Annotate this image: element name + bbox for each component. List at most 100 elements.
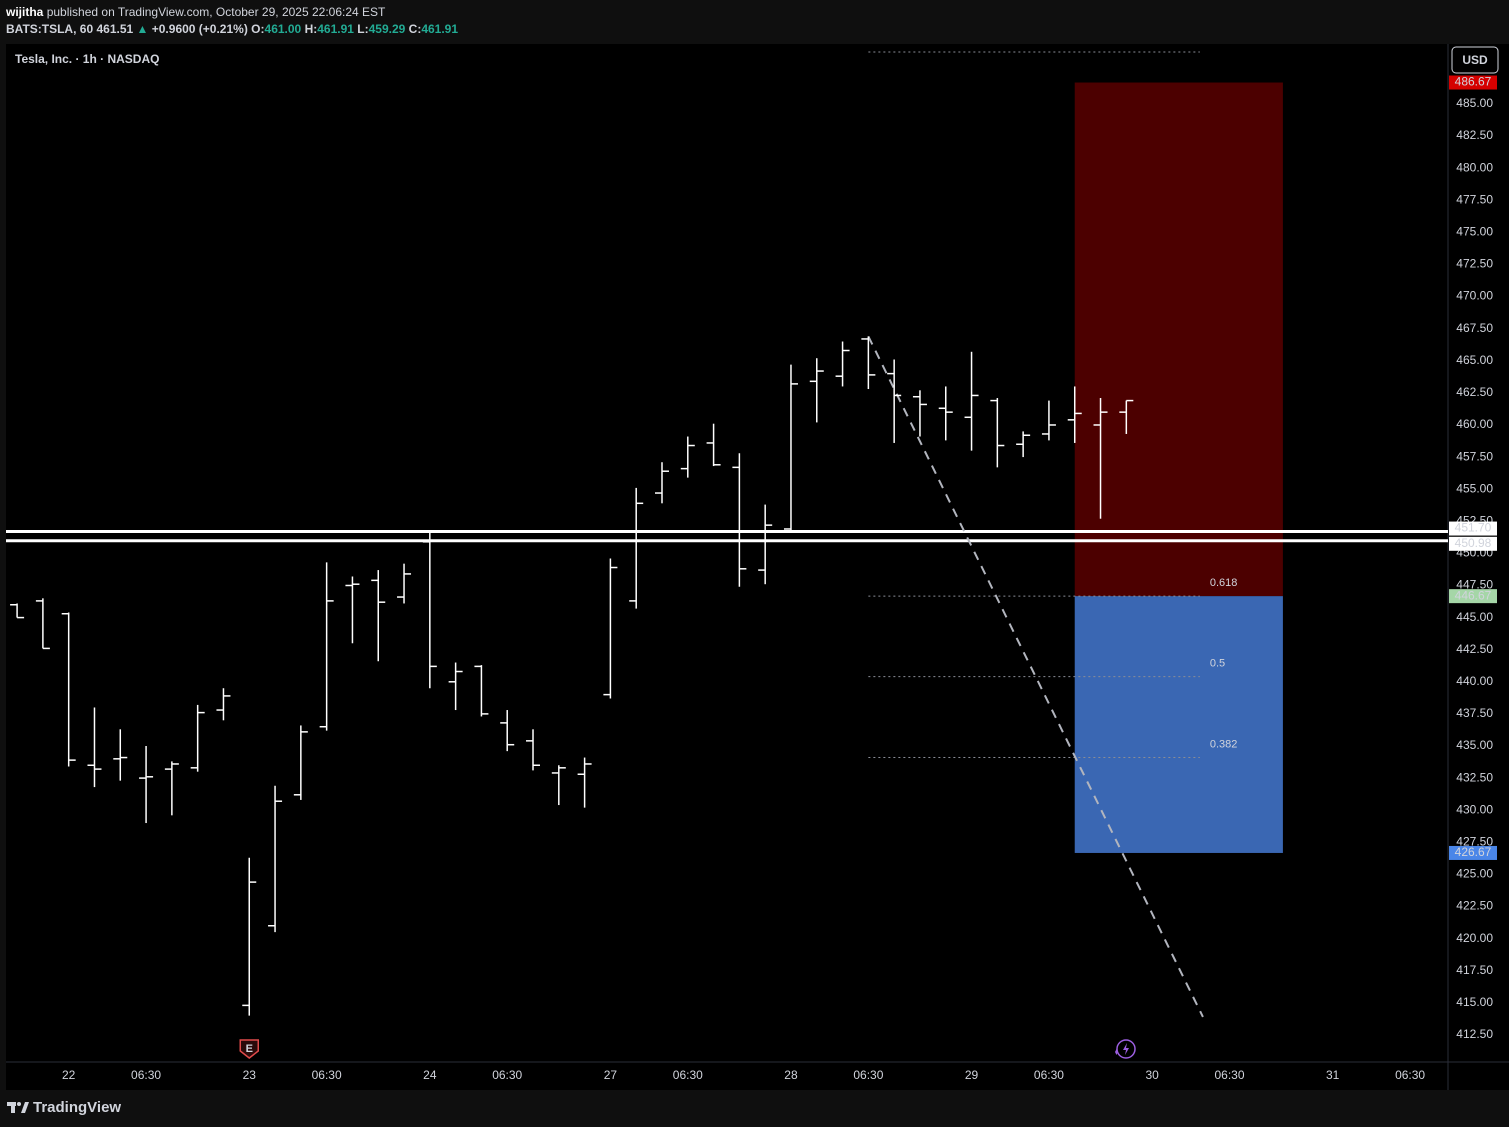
c-label: C: (408, 22, 422, 36)
ohlc-bar (216, 688, 231, 721)
x-tick-label: 06:30 (492, 1068, 522, 1082)
brand: TradingView (33, 1099, 121, 1116)
x-tick-label: 24 (423, 1068, 437, 1082)
x-tick-label: 06:30 (131, 1068, 161, 1082)
high: 461.91 (317, 22, 354, 36)
ohlc-bar (783, 364, 798, 532)
ohlc-bar (371, 570, 386, 662)
y-tick-label: 417.50 (1456, 963, 1493, 977)
ohlc-bar (938, 386, 953, 441)
y-tick-label: 442.50 (1456, 642, 1493, 656)
ohlc-bar (603, 558, 618, 699)
ohlc-bar (345, 576, 360, 644)
x-tick-label: 06:30 (673, 1068, 703, 1082)
y-tick-label: 477.50 (1456, 192, 1493, 206)
ohlc-bar (190, 704, 205, 772)
y-tick-label: 457.50 (1456, 449, 1493, 463)
ohlc-bar (10, 603, 25, 619)
stop-zone (1074, 82, 1283, 597)
ohlc-bar (732, 453, 747, 587)
currency[interactable]: USD (1462, 53, 1488, 67)
ohlc-bar (809, 358, 824, 423)
ohlc-bar (861, 336, 876, 390)
earnings-label: E (246, 1043, 253, 1055)
y-tick-label: 425.00 (1456, 867, 1493, 881)
l-label: L: (357, 22, 369, 36)
ohlc-bar (1093, 398, 1108, 519)
ohlc-bar (293, 725, 308, 800)
ohlc-bar (164, 761, 179, 816)
x-tick-label: 06:30 (312, 1068, 342, 1082)
y-tick-label: 427.50 (1456, 834, 1493, 848)
ohlc-bar (1016, 431, 1031, 458)
arrow: ▲ (136, 22, 149, 36)
chart-bg (6, 44, 1509, 1090)
ohlc-bar (964, 351, 979, 451)
last: 461.51 (96, 22, 134, 36)
y-tick-label: 480.00 (1456, 160, 1493, 174)
ohlc-bar (139, 745, 154, 824)
open: 461.00 (264, 22, 302, 36)
ohlc-bar (397, 563, 412, 604)
y-tick-label: 437.50 (1456, 706, 1493, 720)
header: wijitha published on TradingView.com, Oc… (6, 4, 458, 38)
ohlc-bar (577, 757, 592, 808)
ohlc-bar (474, 665, 489, 717)
y-tick-label: 470.00 (1456, 289, 1493, 303)
x-tick-label: 23 (243, 1068, 257, 1082)
ohlc-bar (113, 729, 128, 781)
y-tick-label: 462.50 (1456, 385, 1493, 399)
ohlc-bar (706, 423, 721, 467)
target-zone (1074, 596, 1283, 853)
price-tag-label: 446.67 (1455, 588, 1492, 602)
earnings-marker (239, 1039, 260, 1059)
price-tag-label: 451.70 (1455, 521, 1492, 535)
ohlc-bar (629, 487, 644, 609)
ohlc-bar (87, 707, 102, 788)
ohlc-bar (61, 612, 76, 767)
y-tick-label: 435.00 (1456, 738, 1493, 752)
fib-label: 0.618 (1210, 577, 1238, 589)
price-tag (1449, 845, 1497, 860)
ohlc-bar (422, 532, 437, 689)
x-tick-label: 28 (784, 1068, 798, 1082)
low: 459.29 (368, 22, 406, 36)
x-tick-label: 22 (62, 1068, 76, 1082)
price-tag (1449, 589, 1497, 604)
ohlc-bar (654, 462, 669, 504)
y-tick-label: 422.50 (1456, 899, 1493, 913)
y-tick-label: 412.50 (1456, 1027, 1493, 1041)
ohlc-bar (835, 341, 850, 387)
author: wijitha (6, 5, 44, 19)
ohlc-bar (268, 785, 283, 933)
y-tick-label: 455.00 (1456, 481, 1493, 495)
ohlc-bar (35, 598, 50, 650)
y-tick-label: 420.00 (1456, 931, 1493, 945)
y-tick-label: 440.00 (1456, 674, 1493, 688)
ohlc-bar (758, 504, 773, 585)
x-tick-label: 06:30 (1395, 1068, 1425, 1082)
currency-button[interactable] (1451, 46, 1499, 74)
symbol: BATS:TSLA, 60 (6, 22, 94, 36)
publish-line: wijitha published on TradingView.com, Oc… (6, 4, 458, 21)
y-tick-label: 467.50 (1456, 321, 1493, 335)
symbol-line: BATS:TSLA, 60 461.51 ▲ +0.9600 (+0.21%) … (6, 21, 458, 38)
x-tick-label: 06:30 (1034, 1068, 1064, 1082)
ohlc-bar (319, 562, 334, 731)
ohlc-bar (912, 390, 927, 437)
x-tick-label: 29 (965, 1068, 979, 1082)
y-tick-label: 485.00 (1456, 96, 1493, 110)
ohlc-bar (1067, 386, 1082, 443)
ohlc-bar (1119, 399, 1134, 434)
x-tick-label: 31 (1326, 1068, 1340, 1082)
ohlc-bar (990, 398, 1005, 468)
price-tag-label: 450.98 (1455, 536, 1492, 550)
ohlc-bar (242, 857, 257, 1016)
ohlc-bar (887, 359, 902, 443)
fib-label: 0.382 (1210, 738, 1238, 750)
y-tick-label: 465.00 (1456, 353, 1493, 367)
o-label: O: (251, 22, 265, 36)
ohlc-bar (1041, 400, 1056, 441)
